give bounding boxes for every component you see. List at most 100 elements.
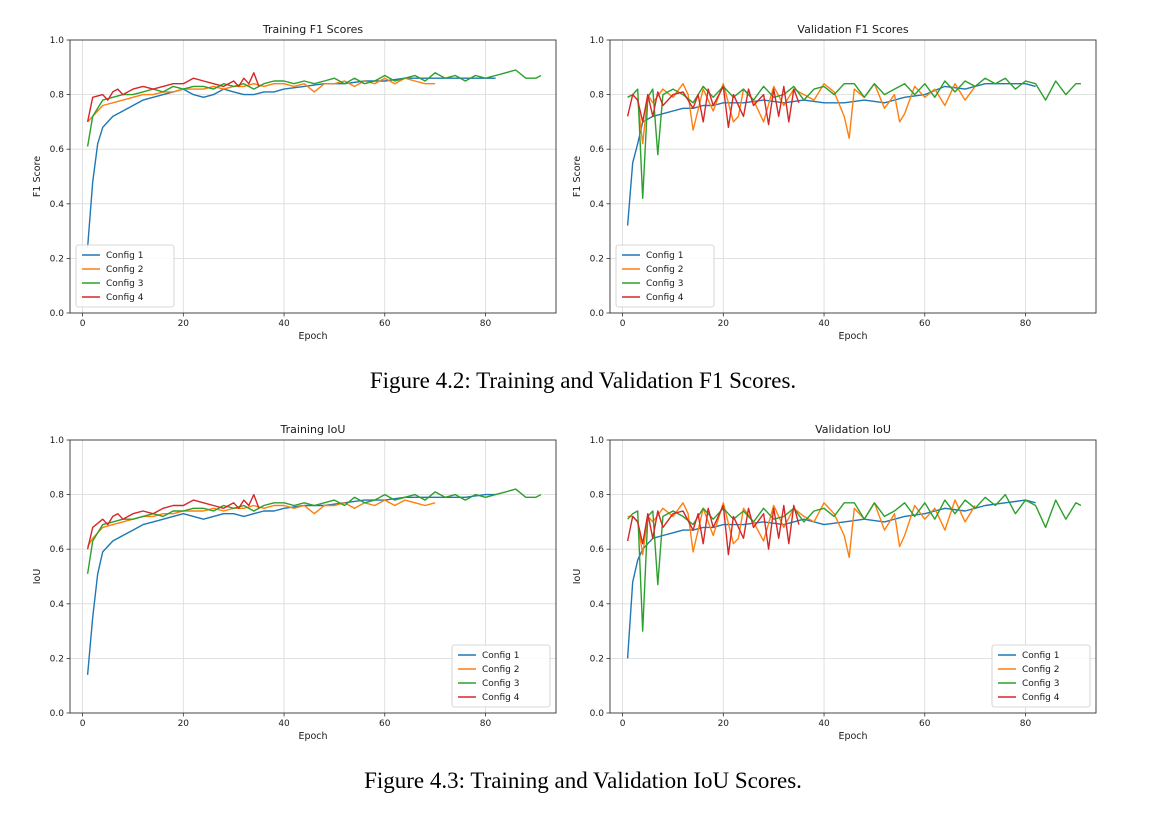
y-tick-label: 0.6	[50, 145, 65, 155]
x-tick-label: 0	[80, 719, 86, 729]
legend: Config 1 Config 2 Config 3 Config 4	[991, 644, 1091, 708]
y-axis-label: IoU	[32, 569, 43, 585]
chart-training-f1: 0 20 40 60 80 0.0 0.2 0.4 0.6 0.8 1.0 Training F1 S…	[30, 18, 570, 348]
series-line-config-3	[86, 488, 542, 574]
legend-entry: Config 1	[646, 251, 683, 261]
y-tick-label: 0.4	[590, 200, 605, 210]
chart-validation-f1: 0 20 40 60 80 0.0 0.2 0.4 0.6 0.8 1.0 Validation F1…	[570, 18, 1110, 348]
y-tick-label: 0.4	[50, 600, 65, 610]
x-tick-label: 80	[480, 719, 492, 729]
chart-title: Training F1 Scores	[262, 23, 364, 36]
legend-entry: Config 1	[106, 251, 143, 261]
y-axis-label: F1 Score	[32, 156, 43, 197]
legend-entry: Config 1	[482, 651, 519, 661]
series-line-config-3	[627, 77, 1081, 200]
x-tick-label: 60	[919, 319, 931, 329]
x-tick-label: 0	[620, 719, 626, 729]
series-line-config-1	[626, 82, 1036, 226]
x-tick-label: 0	[80, 319, 86, 329]
legend-entry: Config 2	[646, 265, 683, 275]
x-tick-label: 60	[379, 719, 391, 729]
y-axis-label: F1 Score	[572, 156, 583, 197]
figure-caption: Figure 4.3: Training and Validation IoU …	[364, 768, 802, 793]
y-tick-label: 0.6	[50, 545, 65, 555]
figure-caption: Figure 4.2: Training and Validation F1 S…	[369, 368, 797, 393]
y-tick-label: 1.0	[50, 436, 65, 446]
series-line-config-4	[86, 493, 260, 550]
chart-svg: 0 20 40 60 80 0.0 0.2 0.4 0.6 0.8 1.0 Training IoU E…	[32, 423, 557, 742]
legend-entry: Config 3	[106, 279, 143, 289]
chart-validation-iou: 0 20 40 60 80 0.0 0.2 0.4 0.6 0.8 1.0 Validation Io…	[570, 418, 1110, 748]
chart-svg: 0 20 40 60 80 0.0 0.2 0.4 0.6 0.8 1.0 Training F1 S…	[32, 23, 557, 342]
y-tick-label: 0.8	[590, 91, 605, 101]
x-tick-label: 80	[480, 319, 492, 329]
x-tick-label: 0	[620, 319, 626, 329]
y-tick-label: 0.0	[50, 709, 65, 719]
legend-box	[615, 244, 715, 308]
chart-title: Validation F1 Scores	[797, 23, 908, 36]
legend-entry: Config 2	[1022, 665, 1059, 675]
x-tick-label: 20	[718, 719, 730, 729]
legend-entry: Config 2	[482, 665, 519, 675]
chart-svg: 0 20 40 60 80 0.0 0.2 0.4 0.6 0.8 1.0 Validation Io…	[572, 423, 1097, 742]
y-tick-label: 1.0	[590, 436, 605, 446]
series-line-config-3	[627, 493, 1082, 632]
x-tick-label: 60	[919, 719, 931, 729]
y-tick-label: 0.2	[50, 254, 64, 264]
x-tick-label: 40	[818, 319, 830, 329]
y-axis-label: IoU	[572, 569, 583, 585]
x-tick-label: 80	[1020, 319, 1032, 329]
legend: Config 1 Config 2 Config 3 Config 4	[451, 644, 551, 708]
x-tick-label: 40	[278, 719, 290, 729]
legend-entry: Config 4	[1022, 693, 1060, 703]
plot-frame	[609, 439, 1097, 714]
x-tick-label: 40	[818, 719, 830, 729]
chart-training-iou: 0 20 40 60 80 0.0 0.2 0.4 0.6 0.8 1.0 Training IoU E…	[30, 418, 570, 748]
y-tick-label: 0.2	[590, 254, 604, 264]
legend-entry: Config 3	[482, 679, 519, 689]
y-tick-label: 0.6	[590, 545, 605, 555]
legend-entry: Config 2	[106, 265, 143, 275]
x-tick-label: 60	[379, 319, 391, 329]
series-line-config-1	[86, 77, 496, 248]
y-tick-label: 0.6	[590, 145, 605, 155]
y-tick-label: 0.2	[50, 654, 64, 664]
y-tick-label: 0.0	[50, 309, 65, 319]
plot-frame	[69, 39, 557, 314]
x-tick-label: 40	[278, 319, 290, 329]
legend-entry: Config 3	[646, 279, 683, 289]
chart-title: Validation IoU	[815, 423, 891, 436]
y-tick-label: 0.2	[590, 654, 604, 664]
y-tick-label: 0.4	[590, 600, 605, 610]
legend-box	[991, 644, 1091, 708]
x-tick-label: 20	[178, 319, 190, 329]
x-tick-label: 80	[1020, 719, 1032, 729]
x-tick-label: 20	[178, 719, 190, 729]
y-tick-label: 1.0	[50, 36, 65, 46]
x-tick-label: 20	[718, 319, 730, 329]
legend-box	[75, 244, 175, 308]
y-tick-label: 0.0	[590, 709, 605, 719]
x-axis-label: Epoch	[838, 731, 867, 742]
legend-box	[451, 644, 551, 708]
legend-entry: Config 4	[482, 693, 520, 703]
series-line-config-3	[86, 69, 542, 147]
y-tick-label: 1.0	[590, 36, 605, 46]
x-axis-label: Epoch	[298, 731, 327, 742]
legend: Config 1 Config 2 Config 3 Config 4	[615, 244, 715, 308]
y-tick-label: 0.8	[50, 91, 65, 101]
plot-frame	[609, 39, 1097, 314]
y-tick-label: 0.8	[50, 491, 65, 501]
series-line-config-1	[86, 493, 496, 675]
y-tick-label: 0.8	[590, 491, 605, 501]
y-tick-label: 0.0	[590, 309, 605, 319]
chart-svg: 0 20 40 60 80 0.0 0.2 0.4 0.6 0.8 1.0 Validation F1…	[572, 23, 1097, 342]
x-axis-label: Epoch	[298, 331, 327, 342]
series-line-config-1	[626, 499, 1036, 659]
chart-title: Training IoU	[280, 423, 346, 436]
legend: Config 1 Config 2 Config 3 Config 4	[75, 244, 175, 308]
y-tick-label: 0.4	[50, 200, 65, 210]
series-line-config-4	[626, 85, 800, 129]
legend-entry: Config 4	[106, 293, 144, 303]
legend-entry: Config 4	[646, 293, 684, 303]
